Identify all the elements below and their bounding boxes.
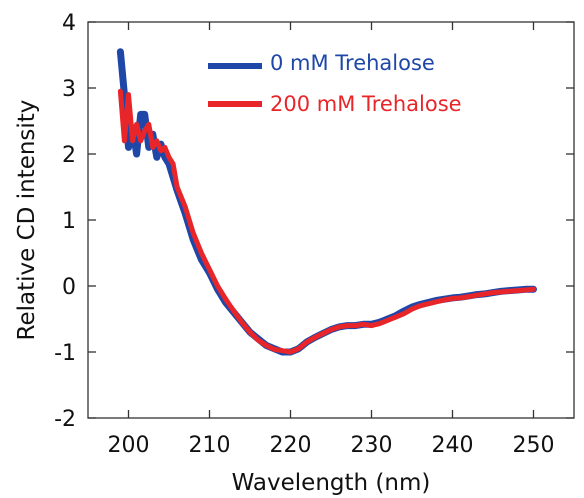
y-tick-label: 3: [62, 77, 76, 102]
y-axis-ticks: -2 -1 0 1 2 3 4: [54, 11, 574, 432]
legend-label-0mm: 0 mM Trehalose: [270, 51, 435, 75]
x-axis-ticks: 200 210 220 230 240 250: [108, 22, 555, 458]
y-tick-label: -2: [54, 407, 76, 432]
x-tick-label: 250: [513, 433, 555, 458]
legend-label-200mm: 200 mM Trehalose: [270, 92, 462, 116]
x-tick-label: 220: [270, 433, 312, 458]
x-tick-label: 230: [351, 433, 393, 458]
y-tick-label: 1: [62, 209, 76, 234]
y-tick-label: 0: [62, 275, 76, 300]
x-tick-label: 200: [108, 433, 150, 458]
plot-frame: [87, 21, 575, 419]
x-tick-label: 210: [189, 433, 231, 458]
y-axis-label: Relative CD intensity: [14, 100, 40, 341]
legend: 0 mM Trehalose 200 mM Trehalose: [208, 51, 462, 116]
y-tick-label: 2: [62, 143, 76, 168]
x-tick-label: 240: [432, 433, 474, 458]
series-line-1: [117, 88, 536, 355]
series-lines: [116, 48, 537, 356]
y-tick-label: -1: [54, 341, 76, 366]
y-tick-label: 4: [62, 11, 76, 36]
x-axis-label: Wavelength (nm): [232, 470, 431, 496]
